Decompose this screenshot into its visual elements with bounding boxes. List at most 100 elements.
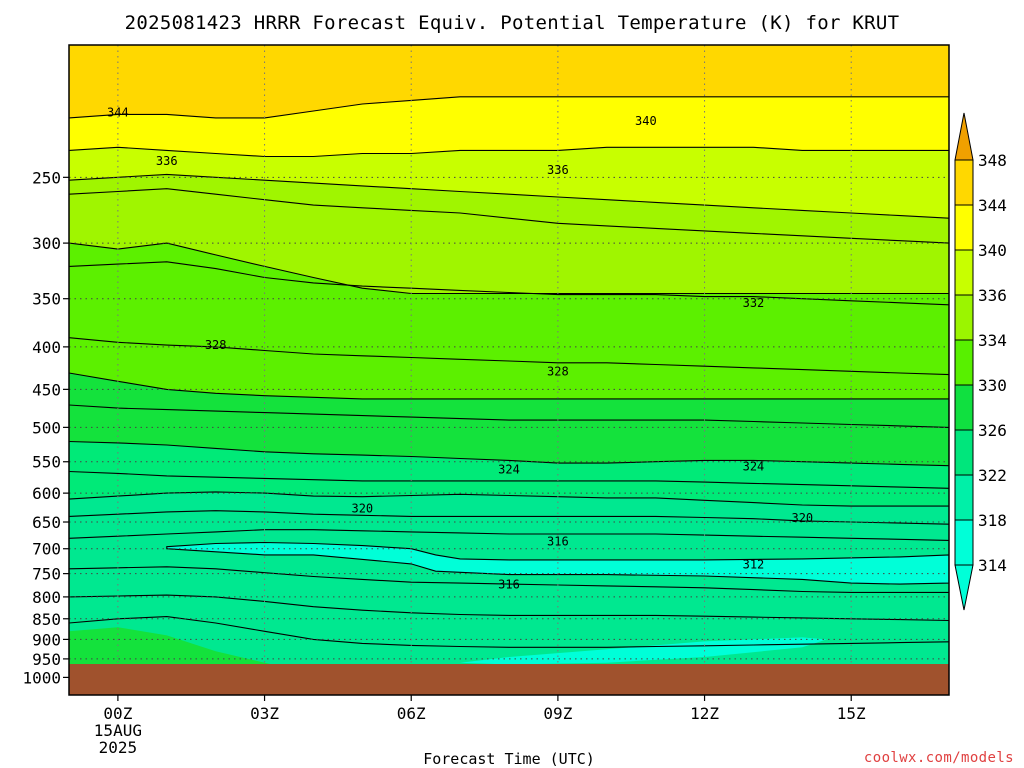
contour-label: 316	[498, 578, 520, 592]
colorbar-label: 334	[978, 331, 1007, 350]
contour-line-314	[166, 541, 949, 585]
colorbar-swatch	[954, 159, 974, 206]
grid-lines	[69, 45, 949, 695]
y-tick-label: 750	[32, 565, 61, 584]
contour-line	[69, 566, 949, 593]
contour-label-text: 336	[156, 154, 178, 168]
contour-label: 328	[205, 338, 227, 352]
colorbar-swatch	[954, 429, 974, 476]
contour-line	[69, 188, 949, 244]
y-tick-label: 250	[32, 168, 61, 187]
colorbar-label: 326	[978, 421, 1007, 440]
contour-label-text: 328	[205, 338, 227, 352]
colorbar-extend-bottom	[954, 564, 974, 611]
contour-line	[69, 337, 949, 376]
colorbar-label: 344	[978, 196, 1007, 215]
x-tick-label: 06Z	[397, 704, 426, 723]
x-tick-label: 09Z	[543, 704, 572, 723]
contour-label-text: 344	[107, 106, 129, 120]
y-tick-label: 950	[32, 650, 61, 669]
contour-label: 320	[791, 511, 813, 525]
contour-label-text: 320	[791, 511, 813, 525]
contour-line-334	[69, 242, 949, 295]
contour-label: 324	[743, 459, 765, 473]
ground	[69, 664, 949, 695]
band-344	[69, 45, 949, 118]
contour-line	[69, 594, 949, 622]
contour-label-text: 336	[547, 163, 569, 177]
y-tick-label: 400	[32, 338, 61, 357]
x-axis-label: Forecast Time (UTC)	[423, 750, 595, 768]
x-tick-sublabel: 2025	[99, 738, 138, 757]
x-tick-label: 15Z	[837, 704, 866, 723]
contour-labels: 344 340 336 336 332 328 328 324 324 320 320 316 312 3…	[107, 106, 813, 592]
contour-label: 332	[743, 296, 765, 310]
contour-label: 328	[547, 364, 569, 378]
contour-label: 316	[547, 534, 569, 548]
y-tick-label: 800	[32, 588, 61, 607]
contour-line	[69, 470, 949, 489]
colorbar-label: 318	[978, 511, 1007, 530]
filled-bands	[69, 45, 949, 695]
colorbar-swatch	[954, 249, 974, 296]
contour-label-text: 320	[351, 501, 373, 515]
contour-line-344	[69, 96, 949, 119]
contour-line	[69, 529, 949, 541]
y-tick-label: 550	[32, 453, 61, 472]
chart-title: 2025081423 HRRR Forecast Equiv. Potentia…	[125, 12, 900, 34]
band-326-surface	[69, 627, 289, 669]
contour-label: 312	[743, 557, 765, 571]
contour-label: 340	[635, 114, 657, 128]
contour-label-text: 316	[498, 578, 520, 592]
contour-line	[69, 510, 949, 525]
y-tick-label: 900	[32, 630, 61, 649]
colorbar: 314 318 322 326 330 334 336 340 344 348	[954, 112, 1007, 611]
contour-label: 336	[156, 154, 178, 168]
colorbar-swatch	[954, 339, 974, 386]
x-tick-label: 00Z	[103, 704, 132, 723]
contour-line-340	[69, 146, 949, 158]
y-tick-label: 650	[32, 513, 61, 532]
contour-label-text: 324	[743, 459, 765, 473]
colorbar-label: 348	[978, 151, 1007, 170]
y-tick-label: 1000	[22, 668, 61, 687]
y-tick-label: 350	[32, 290, 61, 309]
contour-label: 344	[107, 106, 129, 120]
contour-label: 324	[498, 463, 520, 477]
colorbar-swatch	[954, 384, 974, 431]
y-tick-label: 600	[32, 484, 61, 503]
colorbar-swatch	[954, 204, 974, 251]
y-tick-label: 850	[32, 610, 61, 629]
x-tick-label: 03Z	[250, 704, 279, 723]
contour-line-336	[69, 173, 949, 219]
colorbar-label: 336	[978, 286, 1007, 305]
contour-label-text: 340	[635, 114, 657, 128]
contour-line-330	[69, 372, 949, 400]
colorbar-label: 322	[978, 466, 1007, 485]
contour-label-text: 312	[743, 557, 765, 571]
y-tick-label: 700	[32, 540, 61, 559]
contour-label: 320	[351, 501, 373, 515]
contour-label-text: 324	[498, 463, 520, 477]
x-tick-sublabel: 15AUG	[94, 721, 142, 740]
contour-line	[69, 616, 949, 648]
plot-frame	[68, 44, 950, 696]
colorbar-extend-top	[954, 112, 974, 161]
contour-line-326	[69, 440, 949, 467]
colorbar-label: 314	[978, 556, 1007, 575]
band-314-lower	[460, 637, 827, 665]
y-tick-label: 500	[32, 418, 61, 437]
contour-line-322	[69, 491, 949, 507]
contour-label-text: 328	[547, 364, 569, 378]
contour-label-text: 332	[743, 296, 765, 310]
colorbar-label: 340	[978, 241, 1007, 260]
contour-label: 336	[547, 163, 569, 177]
x-tick-label: 12Z	[690, 704, 719, 723]
colorbar-swatch	[954, 294, 974, 341]
colorbar-swatch	[954, 519, 974, 566]
y-tick-label: 450	[32, 380, 61, 399]
colorbar-label: 330	[978, 376, 1007, 395]
contour-lines	[69, 96, 949, 648]
